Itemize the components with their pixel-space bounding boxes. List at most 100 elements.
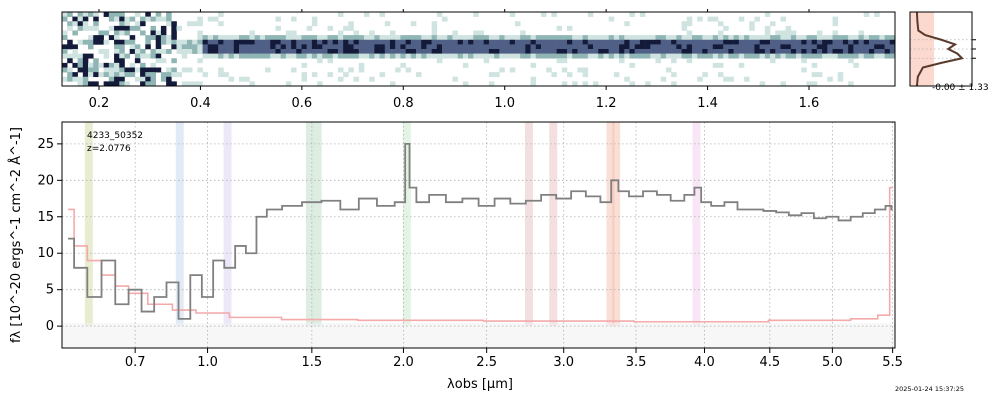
heatmap-cell xyxy=(733,39,740,45)
heatmap-cell xyxy=(124,67,130,73)
heatmap-cell xyxy=(879,49,885,54)
heatmap-cell xyxy=(764,35,771,41)
heatmap-cell xyxy=(93,16,99,22)
heatmap-cell xyxy=(613,49,620,54)
heatmap-cell xyxy=(863,44,870,50)
heatmap-cell xyxy=(426,49,432,54)
heatmap-cell xyxy=(764,30,771,36)
heatmap-cell xyxy=(848,44,854,50)
heatmap-cell xyxy=(207,16,214,22)
heatmap-cell xyxy=(868,39,875,45)
heatmap-cell xyxy=(462,35,469,41)
heatmap-cell xyxy=(82,62,89,68)
heatmap-cell xyxy=(395,49,401,54)
heatmap-cell xyxy=(665,67,672,73)
heatmap-cell xyxy=(270,53,276,59)
heatmap-cell xyxy=(457,44,464,50)
heatmap-cell xyxy=(82,81,89,87)
heatmap-cell xyxy=(244,35,250,41)
heatmap-cell xyxy=(681,35,688,41)
heatmap-cell xyxy=(712,35,719,41)
heatmap-cell xyxy=(660,35,667,41)
heatmap-cell xyxy=(572,53,578,59)
heatmap-cell xyxy=(275,35,281,41)
heatmap-cell xyxy=(665,53,672,59)
heatmap-cell xyxy=(462,49,469,54)
heatmap-cell xyxy=(879,53,885,59)
heatmap-cell xyxy=(520,49,526,54)
heatmap-cell xyxy=(363,49,370,54)
heatmap-cell xyxy=(254,53,261,59)
heatmap-cell xyxy=(801,44,807,50)
heatmap-cell xyxy=(509,39,516,45)
heatmap-cell xyxy=(488,53,495,59)
heatmap-cell xyxy=(556,53,563,59)
heatmap-cell xyxy=(853,44,859,50)
heatmap-cell xyxy=(509,53,516,59)
heatmap-cell xyxy=(192,44,198,50)
heatmap-cell xyxy=(150,72,157,78)
heatmap-cell xyxy=(98,35,104,41)
heatmap-cell xyxy=(728,39,734,45)
heatmap-cell xyxy=(582,53,589,59)
heatmap-cell xyxy=(296,49,302,54)
heatmap-cell xyxy=(67,67,73,73)
heatmap-cell xyxy=(681,21,688,27)
heatmap-cell xyxy=(723,53,729,59)
x-axis-ticks: 0.7 1.0 1.5 2.0 2.5 3.0 3.5 4.0 4.5 5.0 5.5 xyxy=(125,348,903,370)
heatmap-cell xyxy=(155,49,162,54)
heatmap-cell xyxy=(608,16,615,22)
heatmap-cell xyxy=(837,39,844,45)
heatmap-cell xyxy=(67,12,73,17)
heatmap-cell xyxy=(645,39,651,45)
heatmap-cell xyxy=(436,58,443,64)
line-band xyxy=(305,122,314,326)
heatmap-cell xyxy=(228,76,235,82)
heatmap-cell xyxy=(88,81,94,87)
heatmap-cell xyxy=(62,49,68,54)
heatmap-cell xyxy=(249,53,255,59)
heatmap-cell xyxy=(369,30,375,36)
heatmap-cell xyxy=(77,21,84,27)
heatmap-cell xyxy=(796,53,802,59)
heatmap-cell xyxy=(608,49,615,54)
heatmap-cell xyxy=(296,44,302,50)
heatmap-cell xyxy=(655,53,662,59)
heatmap-cell xyxy=(863,12,870,17)
heatmap-cell xyxy=(822,53,828,59)
heatmap-cell xyxy=(332,53,339,59)
x-tick-label: 5.5 xyxy=(882,355,903,370)
heatmap-cell xyxy=(744,35,750,41)
heatmap-cell xyxy=(171,58,177,64)
heatmap-cell xyxy=(733,44,740,50)
heatmap-cell xyxy=(478,39,485,45)
heatmap-cell xyxy=(858,39,865,45)
heatmap-cell xyxy=(707,44,714,50)
heatmap-cell xyxy=(119,39,125,45)
heatmap-cell xyxy=(629,53,635,59)
object-id-label: 4233_50352 xyxy=(87,131,143,141)
heatmap-cell xyxy=(556,25,563,31)
heatmap-cell xyxy=(853,39,859,45)
heatmap-cell xyxy=(858,53,865,59)
heatmap-cell xyxy=(889,35,896,41)
top-axis-ticks: 0.2 0.4 0.6 0.8 1.0 1.2 1.4 1.6 xyxy=(89,9,819,111)
heatmap-cell xyxy=(530,53,537,59)
heatmap-cell xyxy=(108,12,115,17)
heatmap-cell xyxy=(160,30,167,36)
heatmap-cell xyxy=(806,53,812,59)
heatmap-cell xyxy=(129,39,136,45)
heatmap-cell xyxy=(93,21,99,27)
heatmap-cell xyxy=(67,25,73,31)
heatmap-cell xyxy=(556,44,563,50)
heatmap-cell xyxy=(285,44,292,50)
heatmap-cell xyxy=(311,53,318,59)
heatmap-cell xyxy=(244,39,250,45)
heatmap-cell xyxy=(306,49,313,54)
heatmap-cell xyxy=(311,39,318,45)
heatmap-cell xyxy=(327,49,334,54)
heatmap-cell xyxy=(348,44,354,50)
heatmap-cell xyxy=(535,53,542,59)
heatmap-cell xyxy=(567,49,573,54)
heatmap-cell xyxy=(108,81,115,87)
